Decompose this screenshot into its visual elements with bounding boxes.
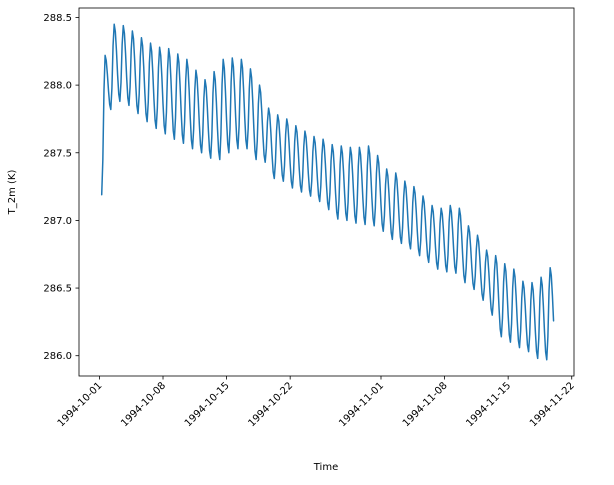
y-axis-ticks: 286.0 286.5 287.0 287.5 288.0 288.5 — [43, 13, 79, 362]
x-tick-label: 1994-11-15 — [464, 380, 513, 429]
x-tick-label: 1994-11-22 — [528, 380, 577, 429]
y-axis-label: T_2m (K) — [7, 170, 18, 216]
temperature-series-line — [100, 23, 555, 361]
x-tick-label: 1994-10-08 — [119, 380, 168, 429]
y-tick-label: 287.5 — [43, 148, 72, 159]
plot-area — [78, 7, 575, 377]
y-tick-label: 288.5 — [43, 13, 72, 24]
x-tick-label: 1994-10-22 — [246, 380, 295, 429]
y-tick-label: 286.0 — [43, 351, 72, 362]
y-tick-label: 286.5 — [43, 284, 72, 295]
y-tick-label: 287.0 — [43, 216, 72, 227]
x-tick-label: 1994-11-08 — [401, 380, 450, 429]
y-tick-label: 288.0 — [43, 81, 72, 92]
x-tick-label: 1994-10-15 — [183, 380, 232, 429]
x-axis-ticks: 1994-10-01 1994-10-08 1994-10-15 1994-10-22… — [56, 376, 577, 429]
x-axis-label: Time — [313, 462, 338, 473]
x-tick-label: 1994-11-01 — [337, 380, 386, 429]
x-tick-label: 1994-10-01 — [56, 380, 105, 429]
